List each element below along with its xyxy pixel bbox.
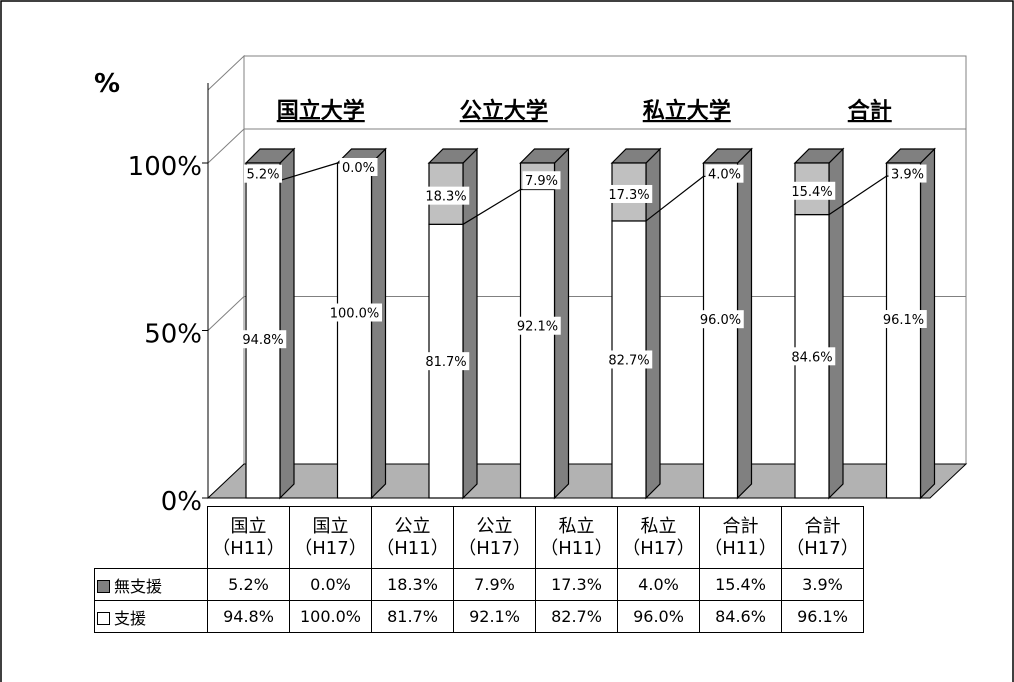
side-wall bbox=[207, 54, 245, 500]
category-header-row: 国立 （H11） 国立 （H17） 公立 （H11） 公立 （H17） 私立 （H11） … bbox=[94, 506, 864, 569]
table-corner bbox=[94, 506, 208, 569]
series-line bbox=[279, 162, 338, 181]
data-label-nosupport-bg bbox=[888, 164, 927, 183]
table-cell: 7.9% bbox=[453, 568, 536, 601]
data-label-support-bg bbox=[605, 350, 653, 369]
y-tick-label: 50% bbox=[144, 320, 202, 350]
table-cell: 82.7% bbox=[535, 600, 618, 633]
bar-side bbox=[370, 147, 387, 500]
bar-side bbox=[828, 147, 844, 500]
table-cell: 4.0% bbox=[617, 568, 700, 601]
data-label-support-bg bbox=[697, 310, 744, 329]
data-label-nosupport: 7.9% bbox=[525, 174, 558, 189]
table-cell: 3.9% bbox=[781, 568, 864, 601]
table-category-0: 国立 （H11） bbox=[207, 506, 290, 569]
data-label-support-bg bbox=[422, 352, 470, 371]
series-line bbox=[828, 175, 887, 216]
data-label-support: 82.7% bbox=[608, 353, 649, 368]
data-label-support: 84.6% bbox=[791, 350, 832, 365]
data-label-nosupport-bg bbox=[605, 184, 653, 203]
table-cell: 15.4% bbox=[699, 568, 782, 601]
table-cell: 18.3% bbox=[371, 568, 454, 601]
group-label: 公立大学 bbox=[460, 98, 548, 124]
table-cell: 17.3% bbox=[535, 568, 618, 601]
table-category-2: 公立 （H11） bbox=[371, 506, 454, 569]
y-unit-label: % bbox=[94, 69, 120, 99]
data-label-support: 96.1% bbox=[883, 313, 924, 328]
y-tick-label: 100% bbox=[128, 152, 202, 182]
table-row-mushien: 無支援 5.2% 0.0% 18.3% 7.9% 17.3% 4.0% 15.4… bbox=[94, 568, 864, 601]
legend-mushien: 無支援 bbox=[94, 568, 208, 601]
bar-side bbox=[279, 147, 295, 500]
table-category-3: 公立 （H17） bbox=[453, 506, 536, 569]
data-label-support: 94.8% bbox=[242, 333, 283, 348]
table-cell: 92.1% bbox=[453, 600, 536, 633]
table-category-1: 国立 （H17） bbox=[289, 506, 372, 569]
table-category-7: 合計 （H17） bbox=[781, 506, 864, 569]
data-label-nosupport: 17.3% bbox=[608, 188, 649, 203]
gridline bbox=[207, 128, 966, 164]
table-cell: 0.0% bbox=[289, 568, 372, 601]
data-label-nosupport-bg bbox=[788, 181, 836, 200]
group-label: 私立大学 bbox=[643, 98, 731, 124]
data-label-nosupport: 5.2% bbox=[246, 168, 279, 183]
data-label-nosupport-bg bbox=[522, 171, 561, 190]
table-cell: 84.6% bbox=[699, 600, 782, 633]
data-label-nosupport: 15.4% bbox=[791, 185, 832, 200]
data-label-nosupport-bg bbox=[422, 186, 470, 205]
series-line bbox=[462, 188, 521, 225]
data-label-support: 81.7% bbox=[425, 355, 466, 370]
data-label-support-bg bbox=[239, 330, 287, 349]
floor bbox=[206, 463, 968, 499]
group-label: 合計 bbox=[848, 98, 892, 124]
table-cell: 96.0% bbox=[617, 600, 700, 633]
data-table: 国立 （H11） 国立 （H17） 公立 （H11） 公立 （H17） 私立 （H11） … bbox=[94, 506, 864, 633]
table-cell: 94.8% bbox=[207, 600, 290, 633]
data-label-nosupport-bg bbox=[705, 164, 744, 183]
data-label-nosupport-bg bbox=[339, 158, 378, 176]
bar-support bbox=[519, 188, 556, 499]
data-label-support: 96.0% bbox=[700, 313, 741, 328]
table-cell: 5.2% bbox=[207, 568, 290, 601]
data-label-support: 100.0% bbox=[330, 307, 380, 322]
data-label-nosupport: 4.0% bbox=[708, 168, 741, 183]
bar-support bbox=[885, 175, 922, 499]
data-label-support-bg bbox=[880, 310, 927, 329]
group-label: 国立大学 bbox=[277, 98, 365, 124]
data-label-support-bg bbox=[327, 303, 382, 322]
table-cell: 96.1% bbox=[781, 600, 864, 633]
table-row-shien: 支援 94.8% 100.0% 81.7% 92.1% 82.7% 96.0% … bbox=[94, 600, 864, 633]
legend-swatch-shien bbox=[97, 611, 110, 625]
legend-swatch-mushien bbox=[97, 579, 110, 593]
table-category-6: 合計 （H11） bbox=[699, 506, 782, 569]
data-label-support: 92.1% bbox=[517, 320, 558, 335]
data-label-nosupport: 3.9% bbox=[891, 168, 924, 183]
series-line bbox=[645, 175, 704, 222]
data-label-nosupport-bg bbox=[244, 164, 282, 183]
table-category-4: 私立 （H11） bbox=[535, 506, 618, 569]
data-label-nosupport: 18.3% bbox=[425, 190, 466, 205]
table-category-5: 私立 （H17） bbox=[617, 506, 700, 569]
bar-support bbox=[702, 175, 739, 499]
legend-shien: 支援 bbox=[94, 600, 208, 633]
data-label-nosupport: 0.0% bbox=[342, 161, 375, 176]
data-label-support-bg bbox=[788, 347, 836, 366]
table-cell: 100.0% bbox=[289, 600, 372, 633]
table-cell: 81.7% bbox=[371, 600, 454, 633]
data-label-support-bg bbox=[514, 316, 561, 335]
bar-support bbox=[336, 162, 373, 499]
